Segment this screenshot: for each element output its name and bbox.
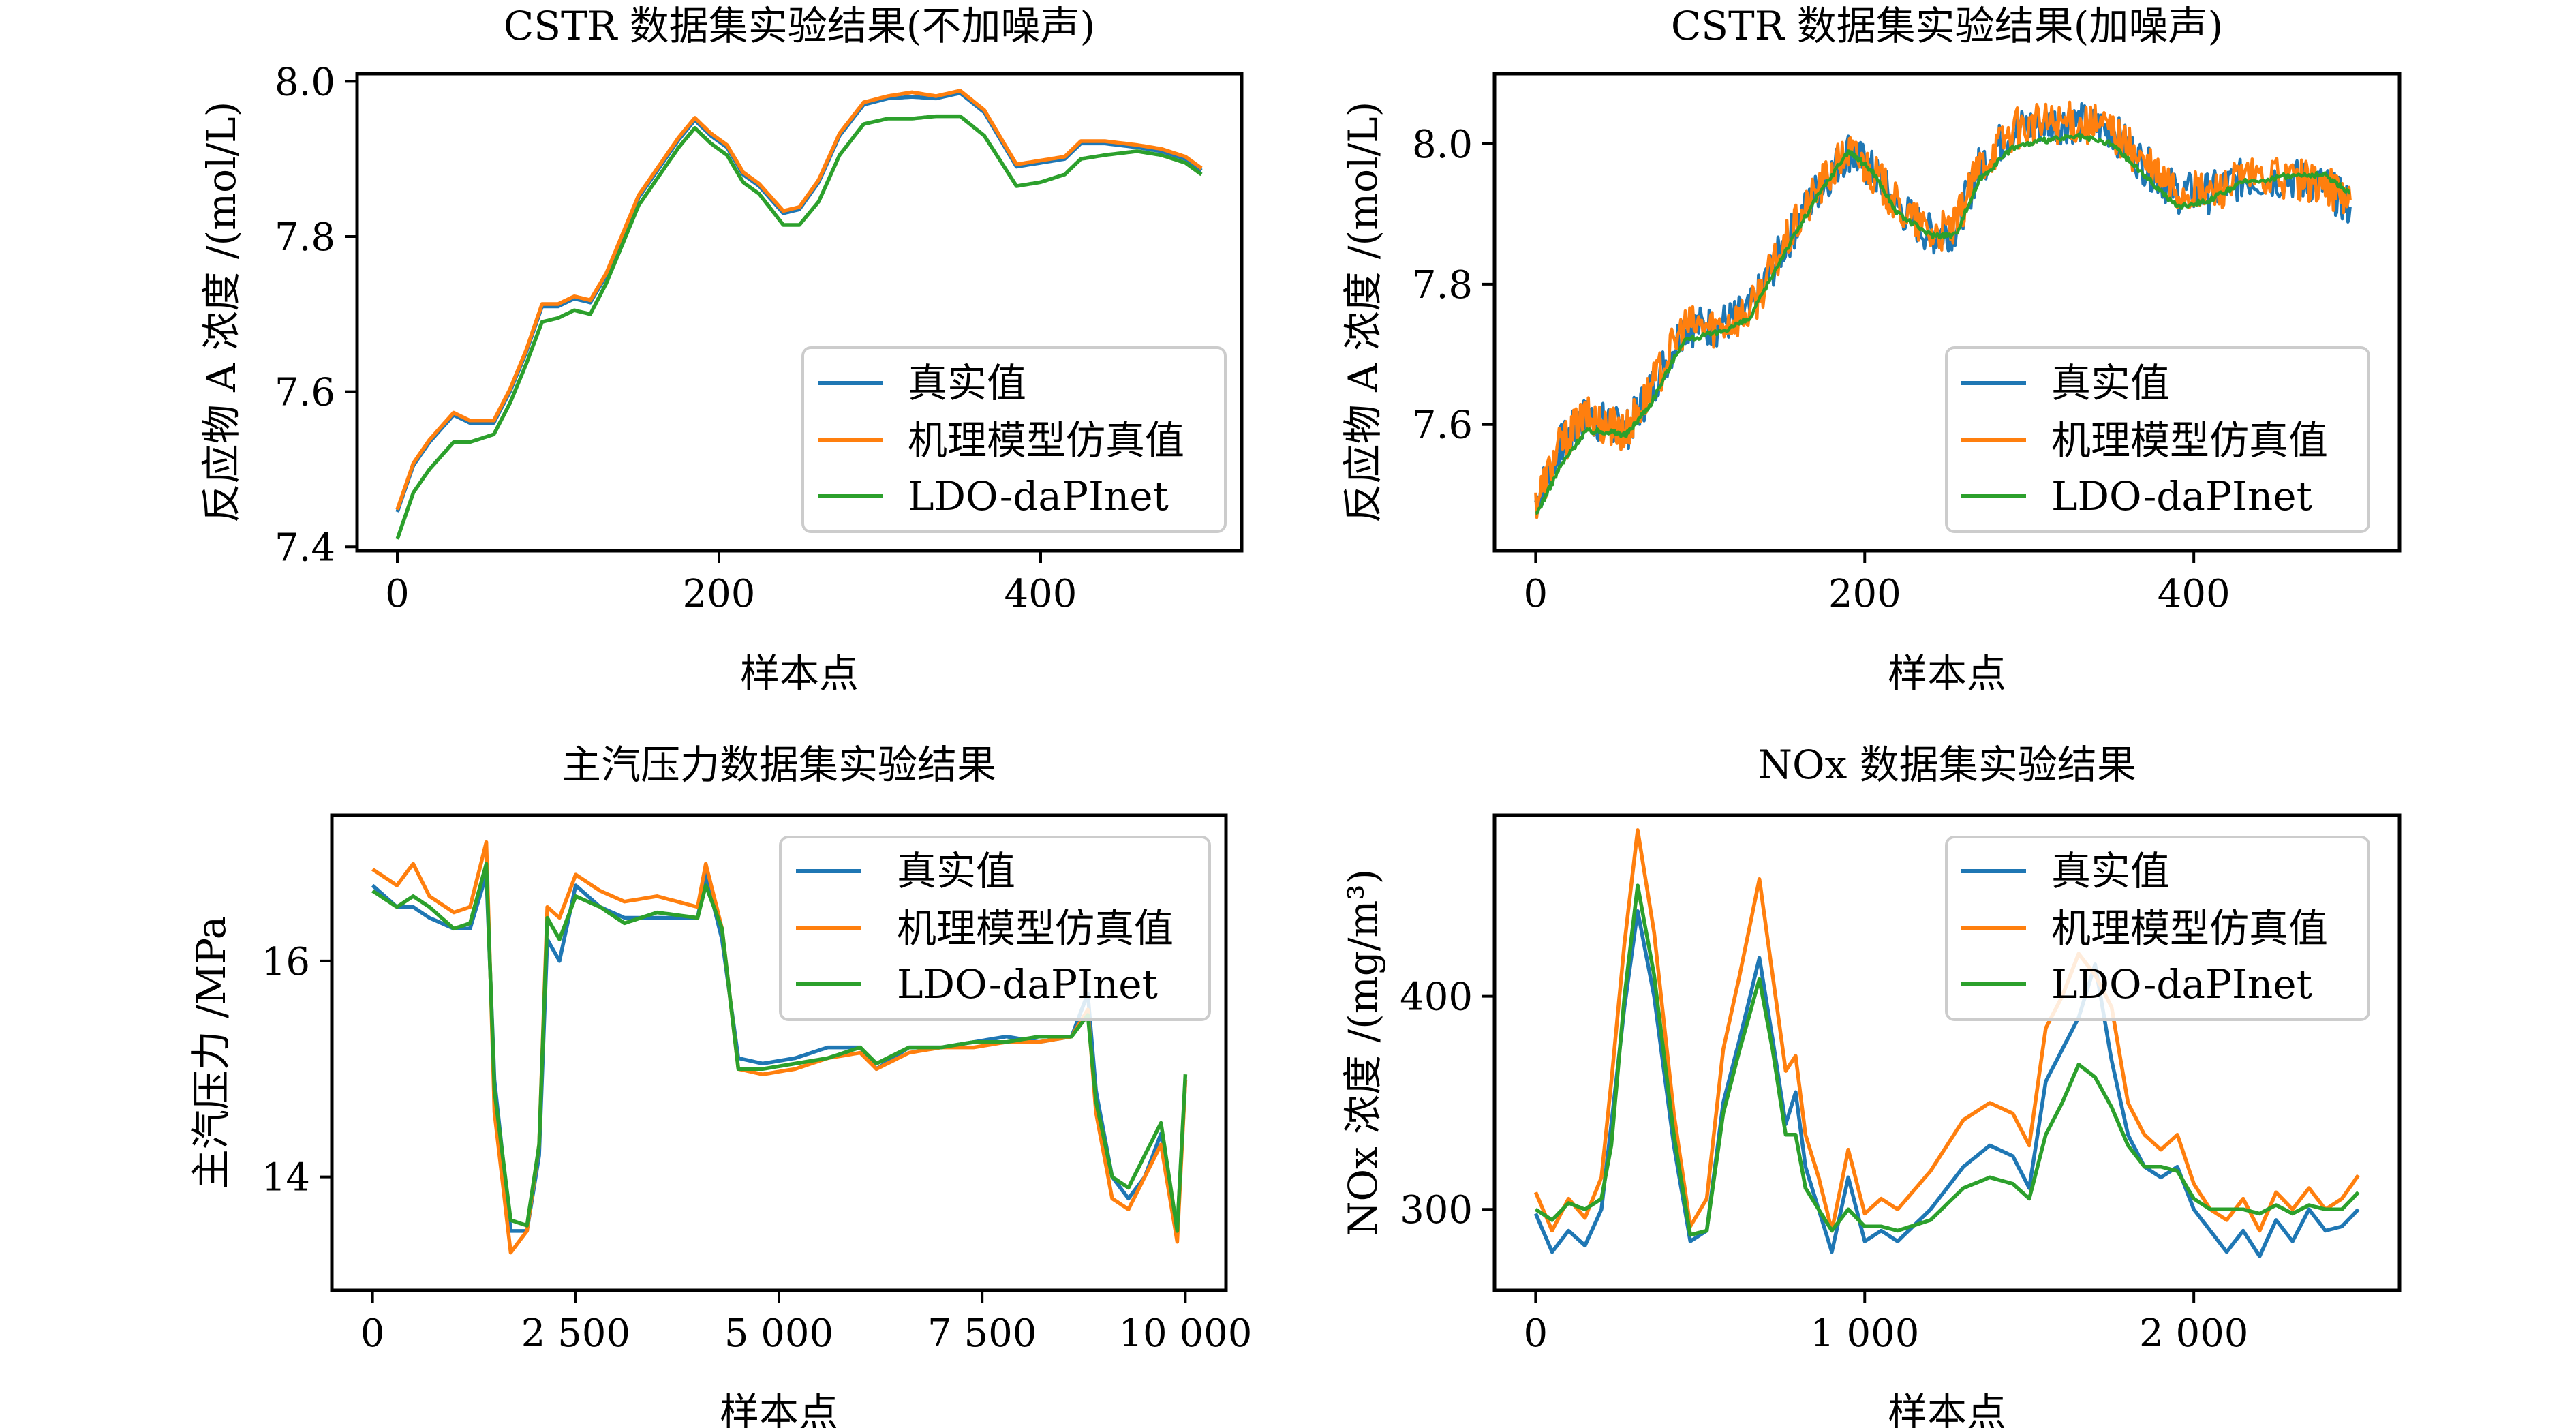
series-line-mechanism <box>1533 828 2360 1233</box>
legend-frame <box>801 346 1227 533</box>
x-axis-label: 样本点 <box>1888 1389 2006 1428</box>
panel-title: NOx 数据集实验结果 <box>1758 742 2136 788</box>
x-tick-label: 0 <box>361 1311 385 1356</box>
panel-cstr-no-noise: CSTR 数据集实验结果(不加噪声) 0 200 400 7.47.67.88.0 … <box>198 3 1244 697</box>
series-line-model <box>395 114 1203 540</box>
legend: 真实值 机理模型仿真值 LDO-daPInet <box>779 836 1211 1021</box>
x-tick-label: 0 <box>385 572 410 616</box>
series-line-model <box>1534 883 2360 1237</box>
y-ticks: 14 16 <box>262 940 332 1200</box>
panel-title: CSTR 数据集实验结果(加噪声) <box>1671 3 2223 49</box>
legend: 真实值 机理模型仿真值 LDO-daPInet <box>1945 836 2370 1021</box>
x-tick-label: 400 <box>2158 572 2230 616</box>
legend-label-truth: 真实值 <box>2051 848 2170 894</box>
plot-frame <box>1492 72 2402 553</box>
x-tick-label: 200 <box>683 572 756 616</box>
y-tick-label: 7.6 <box>275 371 335 415</box>
panel-nox: NOx 数据集实验结果 0 1 000 2 000 300 400 样本点 NOx 浓… <box>1340 742 2402 1428</box>
panel-cstr-noise: CSTR 数据集实验结果(加噪声) 0 200 400 7.67.88.0 样本点 … <box>1340 3 2402 697</box>
x-tick-label: 400 <box>1005 572 1077 616</box>
x-tick-label: 5 000 <box>724 1311 833 1356</box>
x-tick-label: 2 500 <box>521 1311 630 1356</box>
y-tick-label: 16 <box>262 940 310 984</box>
x-tick-label: 1 000 <box>1810 1311 1919 1356</box>
x-tick-label: 7 500 <box>927 1311 1037 1356</box>
y-tick-label: 300 <box>1400 1188 1473 1232</box>
y-axis-label: 反应物 A 浓度 /(mol/L) <box>198 102 245 523</box>
x-axis-label: 样本点 <box>1888 650 2006 697</box>
x-axis-label: 样本点 <box>740 650 859 697</box>
legend-frame <box>1945 346 2370 533</box>
y-ticks: 300 400 <box>1400 975 1494 1232</box>
legend-label-model: LDO-daPInet <box>2051 961 2312 1007</box>
y-tick-label: 7.8 <box>275 215 335 260</box>
plot-area <box>371 840 1188 1255</box>
x-tick-label: 2 000 <box>2139 1311 2248 1356</box>
legend: 真实值 机理模型仿真值 LDO-daPInet <box>801 346 1227 533</box>
series-line-model <box>1535 132 2351 515</box>
legend-frame <box>1945 836 2370 1021</box>
legend-label-truth: 真实值 <box>897 848 1015 894</box>
legend-label-truth: 真实值 <box>908 360 1026 406</box>
series-line-mechanism <box>395 89 1203 511</box>
legend-label-model: LDO-daPInet <box>908 473 1169 519</box>
legend-label-mechanism: 机理模型仿真值 <box>2051 417 2328 464</box>
legend-label-mechanism: 机理模型仿真值 <box>908 417 1184 464</box>
legend-label-model: LDO-daPInet <box>2051 473 2312 519</box>
legend-label-truth: 真实值 <box>2051 360 2170 406</box>
plot-frame <box>355 72 1244 553</box>
plot-area <box>1533 828 2360 1258</box>
x-tick-label: 10 000 <box>1118 1311 1252 1356</box>
legend: 真实值 机理模型仿真值 LDO-daPInet <box>1945 346 2370 533</box>
y-tick-label: 7.8 <box>1412 263 1473 307</box>
legend-label-mechanism: 机理模型仿真值 <box>2051 905 2328 952</box>
y-tick-label: 7.6 <box>1412 404 1473 448</box>
y-tick-label: 7.4 <box>275 526 335 570</box>
y-tick-label: 400 <box>1400 975 1473 1020</box>
plot-area <box>1534 100 2352 519</box>
x-tick-label: 200 <box>1828 572 1901 616</box>
y-tick-label: 8.0 <box>1412 123 1473 167</box>
y-axis-label: 反应物 A 浓度 /(mol/L) <box>1340 102 1386 523</box>
legend-frame <box>779 836 1211 1021</box>
plot-frame <box>1492 813 2402 1292</box>
y-tick-label: 14 <box>262 1156 310 1200</box>
y-tick-label: 8.0 <box>275 60 335 104</box>
x-ticks: 0 200 400 <box>385 551 1077 616</box>
y-ticks: 7.6 7.8 8.0 <box>1412 123 1494 448</box>
y-axis-label: NOx 浓度 /(mg/m³) <box>1340 869 1386 1236</box>
legend-label-model: LDO-daPInet <box>897 961 1158 1007</box>
panel-title: 主汽压力数据集实验结果 <box>562 742 996 788</box>
y-ticks: 7.4 7.6 7.8 8.0 <box>275 60 357 570</box>
x-ticks: 0 200 400 <box>1524 551 2230 616</box>
x-tick-label: 0 <box>1524 1311 1548 1356</box>
panel-title: CSTR 数据集实验结果(不加噪声) <box>504 3 1095 49</box>
x-ticks: 0 2 500 5 000 7 500 10 000 <box>361 1290 1252 1356</box>
x-tick-label: 0 <box>1524 572 1548 616</box>
x-axis-label: 样本点 <box>720 1389 838 1428</box>
series-line-model <box>371 862 1188 1233</box>
y-axis-label: 主汽压力 /MPa <box>188 916 234 1189</box>
legend-label-mechanism: 机理模型仿真值 <box>897 905 1174 952</box>
plot-area <box>395 89 1203 540</box>
x-ticks: 0 1 000 2 000 <box>1524 1290 2248 1356</box>
